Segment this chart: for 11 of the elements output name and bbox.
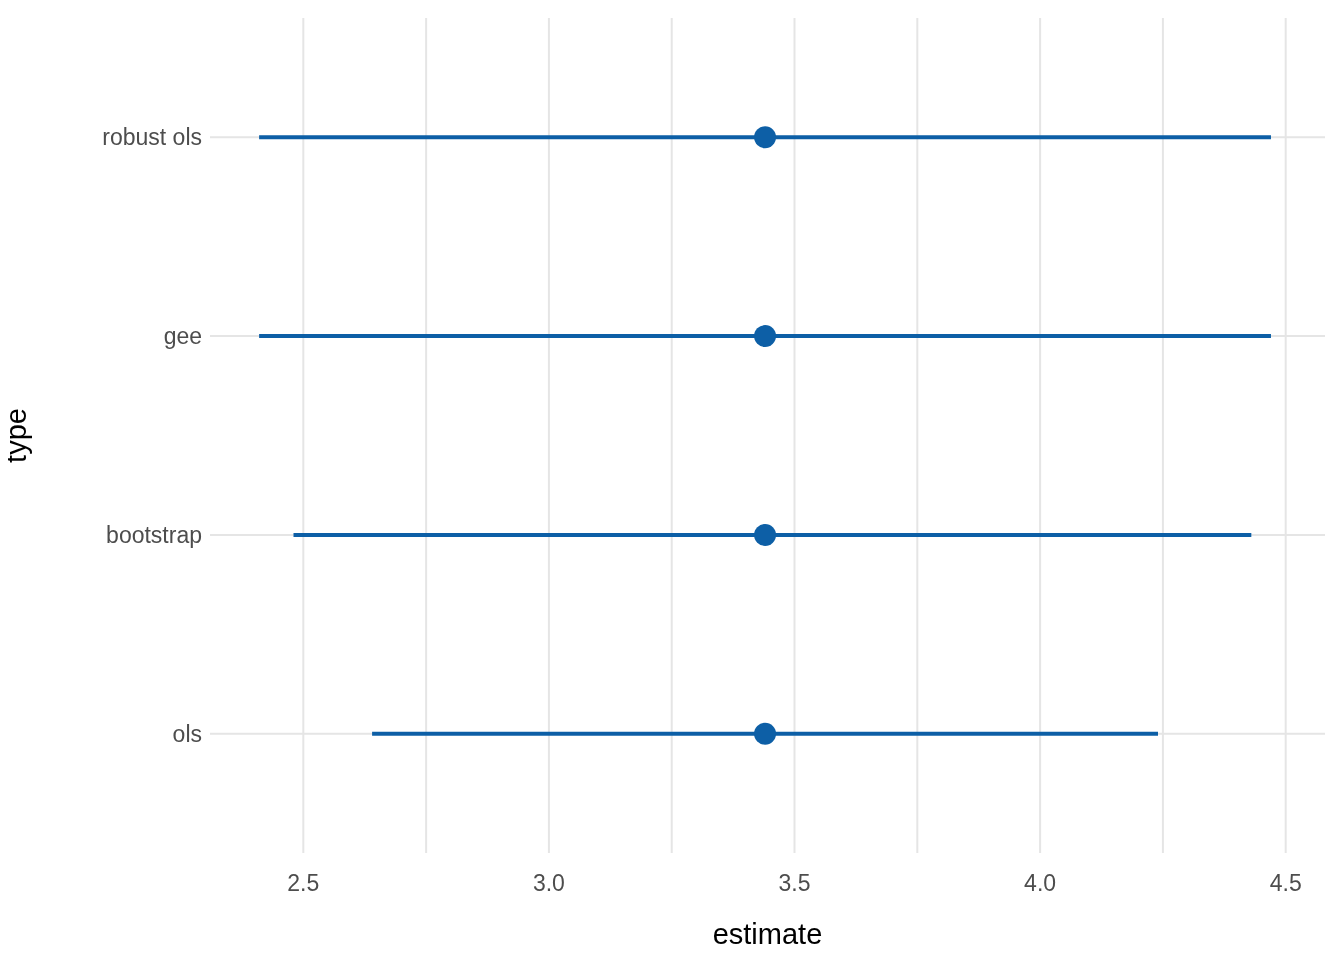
y-axis-title: type <box>0 408 33 463</box>
y-tick-label: ols <box>172 720 202 747</box>
x-axis-title: estimate <box>712 918 823 950</box>
y-tick-label: bootstrap <box>106 522 202 549</box>
x-tick-label: 4.0 <box>1024 870 1057 897</box>
y-tick-label: robust ols <box>102 124 202 151</box>
x-tick-label: 3.5 <box>778 870 811 897</box>
x-tick-label: 3.0 <box>532 870 565 897</box>
x-tick-label: 4.5 <box>1269 870 1302 897</box>
y-tick-label: gee <box>163 323 202 350</box>
x-tick-label: 2.5 <box>287 870 320 897</box>
